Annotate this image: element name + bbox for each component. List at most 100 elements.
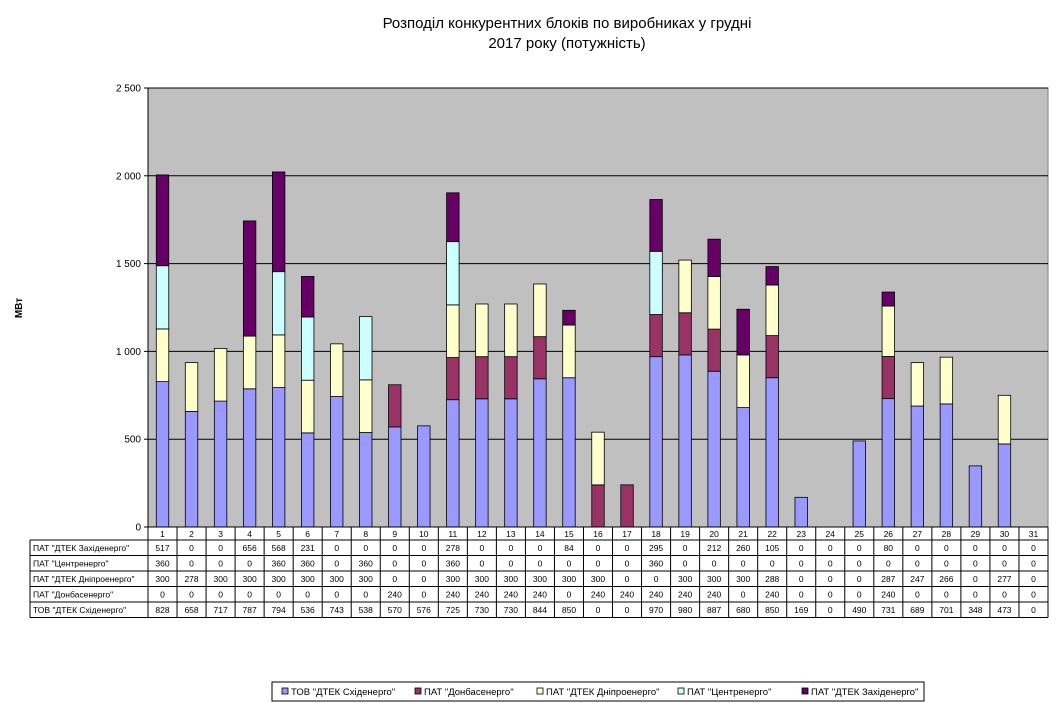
bar-segment (533, 283, 547, 338)
table-cell: 0 (1031, 559, 1036, 569)
bar-segment (736, 407, 750, 528)
table-cell: 0 (1031, 543, 1036, 553)
table-cell: 240 (533, 590, 547, 600)
table-cell: 0 (973, 574, 978, 584)
table-cell: 300 (562, 574, 576, 584)
table-cell: 538 (359, 605, 373, 615)
bar-segment (997, 443, 1012, 528)
x-tick-label: 21 (738, 529, 748, 539)
bar-segment (301, 316, 315, 381)
bar-segment (155, 174, 170, 267)
x-tick-label: 30 (1000, 529, 1010, 539)
x-tick-label: 3 (218, 529, 223, 539)
bar-segment (678, 312, 692, 356)
table-cell: 0 (799, 590, 804, 600)
table-cell: 0 (915, 543, 920, 553)
x-tick-label: 1 (160, 529, 165, 539)
bar-segment (301, 276, 315, 318)
table-cell: 0 (944, 559, 949, 569)
table-cell: 360 (446, 559, 460, 569)
table-cell: 0 (625, 574, 630, 584)
table-row-label: ПАТ "ДТЕК Західенерго" (33, 543, 129, 553)
table-cell: 794 (272, 605, 286, 615)
bar-segment (533, 336, 547, 380)
table-cell: 0 (509, 543, 514, 553)
table-cell: 680 (736, 605, 750, 615)
table-cell: 0 (886, 559, 891, 569)
bar-segment (359, 316, 373, 381)
legend-label: ПАТ "Центренерго" (687, 687, 771, 698)
bar-segment (794, 496, 808, 528)
bar-segment (155, 328, 170, 383)
table-cell: 240 (446, 590, 460, 600)
table-cell: 0 (1031, 605, 1036, 615)
table-cell: 360 (649, 559, 663, 569)
table-cell: 0 (334, 559, 339, 569)
table-cell: 0 (1031, 574, 1036, 584)
table-cell: 240 (678, 590, 692, 600)
table-cell: 743 (330, 605, 344, 615)
bar-segment (330, 396, 344, 528)
bar-segment (707, 276, 721, 330)
table-cell: 0 (799, 574, 804, 584)
table-cell: 0 (828, 590, 833, 600)
table-cell: 0 (538, 559, 543, 569)
x-tick-label: 24 (826, 529, 836, 539)
bar-segment (881, 398, 895, 528)
table-cell: 0 (392, 543, 397, 553)
legend-swatch (801, 687, 809, 695)
bar-segment (649, 314, 663, 358)
table-cell: 0 (857, 574, 862, 584)
bar-segment (504, 356, 518, 400)
table-cell: 300 (301, 574, 315, 584)
table-cell: 0 (770, 559, 775, 569)
y-axis-label: МВт (14, 298, 25, 318)
bar-segment (242, 388, 257, 528)
table-cell: 0 (218, 543, 223, 553)
bar-segment (736, 308, 750, 356)
table-cell: 0 (799, 543, 804, 553)
y-tick-label: 2 000 (116, 171, 141, 182)
table-cell: 278 (446, 543, 460, 553)
bar-segment (736, 354, 750, 408)
legend-swatch (281, 687, 289, 695)
legend-swatch (677, 687, 685, 695)
table-cell: 0 (944, 543, 949, 553)
table-cell: 0 (421, 543, 426, 553)
table-cell: 0 (799, 559, 804, 569)
bar-segment (475, 303, 489, 358)
table-cell: 300 (155, 574, 169, 584)
table-cell: 844 (533, 605, 547, 615)
bar-segment (852, 440, 866, 528)
table-cell: 490 (852, 605, 866, 615)
bar-segment (359, 432, 373, 528)
table-cell: 288 (765, 574, 779, 584)
x-tick-label: 27 (913, 529, 923, 539)
table-cell: 300 (678, 574, 692, 584)
x-tick-label: 13 (506, 529, 516, 539)
table-cell: 0 (857, 559, 862, 569)
bars-group (155, 171, 1012, 528)
bar-segment (649, 250, 663, 315)
table-cell: 240 (707, 590, 721, 600)
table-cell: 0 (567, 559, 572, 569)
table-cell: 300 (359, 574, 373, 584)
bar-segment (997, 394, 1012, 445)
table-cell: 0 (1002, 543, 1007, 553)
bar-segment (591, 484, 605, 528)
table-cell: 0 (741, 559, 746, 569)
table-cell: 0 (247, 559, 252, 569)
bar-segment (620, 484, 634, 528)
table-cell: 701 (939, 605, 953, 615)
table-cell: 576 (417, 605, 431, 615)
bar-segment (765, 335, 779, 379)
table-cell: 0 (828, 543, 833, 553)
y-tick-label: 500 (124, 435, 141, 446)
table-cell: 0 (538, 543, 543, 553)
bar-segment (301, 432, 315, 528)
bar-segment (242, 335, 257, 390)
table-cell: 536 (301, 605, 315, 615)
y-tick-label: 1 000 (116, 347, 141, 358)
table-cell: 0 (625, 605, 630, 615)
bar-segment (213, 400, 228, 528)
